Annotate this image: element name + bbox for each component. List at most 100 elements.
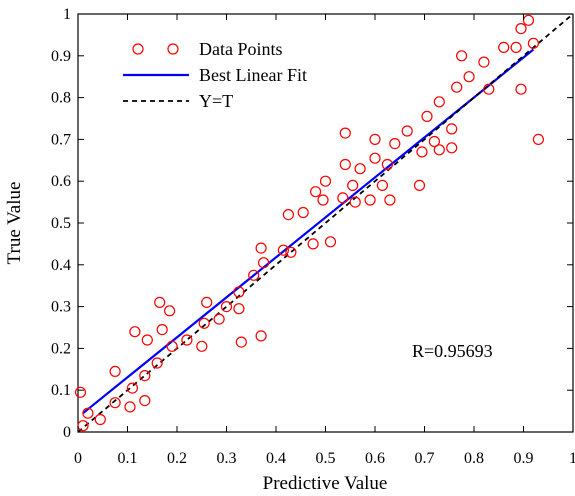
x-tick-label: 0.3 <box>217 450 237 467</box>
data-point-53 <box>413 179 426 191</box>
data-point-62 <box>456 50 468 62</box>
data-point-17 <box>181 334 193 346</box>
data-point-26 <box>248 269 260 281</box>
x-tick-label: 0 <box>74 450 82 467</box>
y-tick-label: 0.1 <box>51 382 71 399</box>
y-tick-label: 0.2 <box>51 340 71 357</box>
legend: Data Points Best Linear Fit Y=T <box>123 39 307 111</box>
legend-marker-0-b <box>167 43 179 55</box>
data-point-8 <box>129 326 141 338</box>
x-tick-label: 0.7 <box>415 450 435 467</box>
data-point-20 <box>201 296 213 308</box>
data-point-28 <box>255 242 267 254</box>
data-point-68 <box>515 83 527 95</box>
data-point-15 <box>164 305 176 317</box>
x-tick-label: 0.1 <box>118 450 138 467</box>
data-point-29 <box>258 257 270 269</box>
data-point-64 <box>478 56 490 68</box>
data-point-70 <box>522 14 535 26</box>
legend-label-1: Best Linear Fit <box>199 65 307 85</box>
y-tick-label: 0 <box>63 424 71 441</box>
data-point-1 <box>77 420 89 432</box>
data-point-18 <box>196 340 208 352</box>
data-point-5 <box>109 365 121 377</box>
data-point-50 <box>384 194 396 206</box>
data-point-51 <box>389 138 401 150</box>
data-point-4 <box>109 397 121 409</box>
data-point-38 <box>324 236 337 248</box>
data-point-67 <box>510 41 522 54</box>
data-point-69 <box>515 23 527 35</box>
data-point-0 <box>74 386 87 398</box>
chart-marks <box>74 13 574 433</box>
data-point-72 <box>532 133 545 145</box>
y-axis-label: True Value <box>4 182 25 265</box>
data-point-13 <box>154 296 166 308</box>
data-point-16 <box>166 340 178 352</box>
data-point-27 <box>255 330 267 342</box>
data-point-40 <box>339 158 351 171</box>
x-tick-label: 0.2 <box>167 450 187 467</box>
data-point-3 <box>94 413 106 426</box>
x-tick-label: 1 <box>569 450 575 467</box>
y-tick-label: 0.5 <box>51 215 71 232</box>
data-point-23 <box>233 303 245 315</box>
data-point-49 <box>381 158 393 171</box>
legend-marker-0 <box>132 43 144 55</box>
data-point-35 <box>310 186 322 198</box>
data-point-45 <box>364 194 376 206</box>
y-tick-label: 0.3 <box>51 299 71 316</box>
data-point-24 <box>233 286 245 298</box>
x-axis-label: Predictive Value <box>263 473 388 494</box>
x-tick-label: 0.8 <box>464 450 484 467</box>
data-point-32 <box>285 246 297 258</box>
data-point-61 <box>451 81 463 93</box>
y-tick-label: 1 <box>63 6 71 23</box>
data-point-55 <box>421 110 433 123</box>
data-point-57 <box>433 144 445 156</box>
data-point-37 <box>319 175 332 187</box>
y-tick-label: 0.8 <box>51 90 71 107</box>
data-point-30 <box>277 244 289 256</box>
data-point-48 <box>376 179 388 191</box>
y-tick-label: 0.7 <box>51 131 71 148</box>
legend-label-0: Data Points <box>199 39 283 59</box>
data-point-58 <box>433 96 445 108</box>
x-tick-label: 0.4 <box>266 450 286 467</box>
data-point-2 <box>82 407 94 419</box>
data-point-44 <box>354 163 366 175</box>
data-point-36 <box>317 194 329 206</box>
data-point-47 <box>369 152 381 164</box>
data-point-52 <box>401 125 413 137</box>
data-point-41 <box>339 127 351 139</box>
data-point-34 <box>307 238 319 250</box>
data-point-43 <box>349 196 361 208</box>
data-point-33 <box>297 206 309 219</box>
data-point-56 <box>428 135 440 148</box>
y-tick-label: 0.9 <box>51 48 71 65</box>
data-point-22 <box>220 301 233 313</box>
data-point-9 <box>139 395 151 407</box>
y-tick-label: 0.6 <box>51 173 71 190</box>
data-point-63 <box>463 71 475 83</box>
r-value-annotation: R=0.95693 <box>412 341 493 361</box>
x-tick-label: 0.9 <box>514 450 534 467</box>
data-point-46 <box>369 133 381 145</box>
data-point-66 <box>498 41 510 54</box>
data-point-25 <box>235 336 247 348</box>
data-point-54 <box>416 146 428 158</box>
data-point-59 <box>446 123 458 135</box>
chart-axes: 0 0.1 0.2 0.3 0.4 0.5 0.6 0.7 0.8 0.9 1 0 0.1 0.2 0.3 0… <box>51 6 575 467</box>
x-tick-label: 0.5 <box>316 450 336 467</box>
legend-label-2: Y=T <box>199 91 233 111</box>
data-point-21 <box>213 313 225 325</box>
data-point-31 <box>282 209 294 221</box>
data-point-14 <box>156 324 168 336</box>
data-point-11 <box>141 334 153 346</box>
data-point-12 <box>151 357 163 369</box>
data-point-60 <box>446 142 458 154</box>
data-point-6 <box>124 401 136 413</box>
data-point-42 <box>347 179 359 191</box>
data-point-39 <box>337 192 349 204</box>
